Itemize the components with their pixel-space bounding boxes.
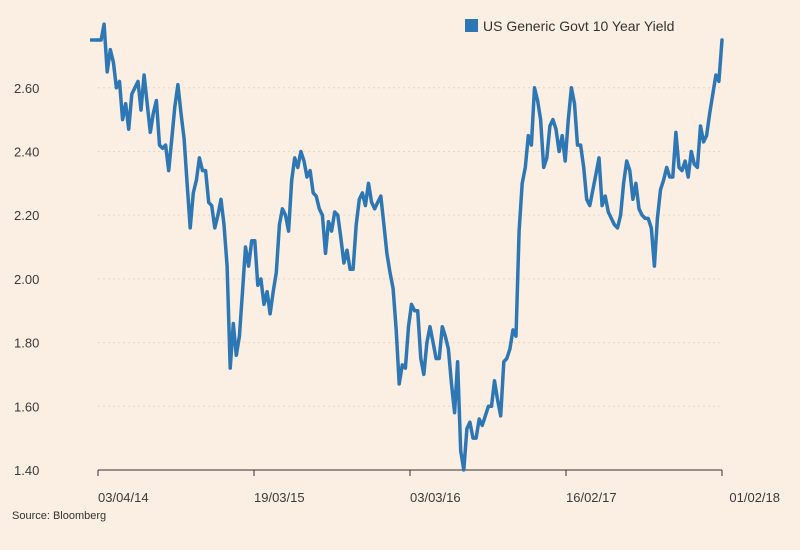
source-note: Source: Bloomberg bbox=[12, 510, 107, 522]
y-tick-label: 2.20 bbox=[14, 208, 39, 223]
y-tick-label: 1.80 bbox=[14, 336, 39, 351]
x-axis: 03/04/14 19/03/15 03/03/16 16/02/17 01/02/18 bbox=[97, 469, 780, 505]
x-tick-label: 19/03/15 bbox=[254, 490, 305, 505]
y-tick-label: 2.40 bbox=[14, 144, 39, 159]
x-tick-label: 03/03/16 bbox=[410, 490, 461, 505]
grid bbox=[98, 87, 722, 407]
x-tick-label: 03/04/14 bbox=[98, 490, 149, 505]
x-tick-label: 16/02/17 bbox=[566, 490, 617, 505]
x-tick-label: 01/02/18 bbox=[729, 490, 780, 505]
legend: US Generic Govt 10 Year Yield bbox=[465, 18, 674, 34]
series-layer bbox=[90, 22, 724, 472]
y-tick-label: 1.60 bbox=[14, 399, 39, 414]
legend-label: US Generic Govt 10 Year Yield bbox=[483, 18, 674, 34]
y-tick-label: 2.60 bbox=[14, 81, 39, 96]
y-tick-label: 1.40 bbox=[14, 463, 39, 478]
y-tick-label: 2.00 bbox=[14, 272, 39, 287]
y-axis: 1.40 1.60 1.80 2.00 2.20 2.40 2.60 bbox=[14, 81, 39, 478]
series-line bbox=[96, 22, 724, 472]
legend-swatch bbox=[465, 19, 478, 32]
